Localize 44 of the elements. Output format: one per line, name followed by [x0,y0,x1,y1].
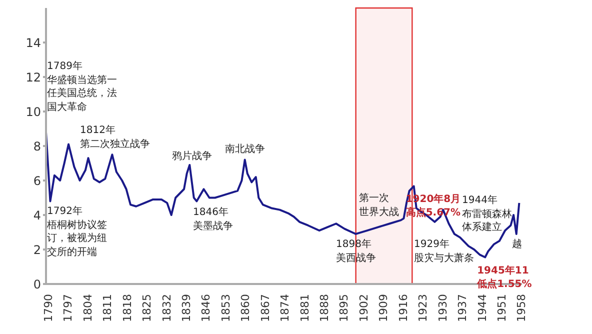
x-tick-label: 1902 [357,294,370,322]
x-tick-label: 1818 [120,294,134,322]
x-tick-label: 1811 [101,294,114,322]
x-tick-label: 1951 [495,294,508,322]
x-tick-label: 1916 [396,294,410,322]
x-tick-label: 1790 [42,294,55,322]
y-tick-label: 0 [33,277,41,292]
annotation: 1846年美墨战争 [193,206,233,233]
annotation: 南北战争 [225,143,265,156]
annotation: 1945年11低点1.55% [476,264,532,290]
x-tick-label: 1895 [338,294,351,322]
y-tick-label: 2 [33,242,41,257]
y-tick-label: 6 [33,174,41,188]
x-tick-label: 1825 [140,294,154,322]
x-tick-label: 1874 [278,294,292,322]
annotation: 鸦片战争 [172,150,212,164]
x-tick-label: 1846 [200,294,213,322]
x-tick-label: 1937 [456,294,470,322]
x-tick-label: 1797 [62,294,75,322]
y-tick-label: 4 [33,208,41,222]
x-tick-label: 1839 [180,294,194,322]
annotation: 1792年梧桐树协议签订，被视为纽交所的开端 [47,205,107,259]
x-tick-label: 1860 [239,294,252,322]
annotation: 1789年华盛顿当选第一任美国总统，法国大革命 [47,60,117,114]
annotation: 越 [512,238,522,252]
annotation: 第一次世界大战 [359,192,399,219]
y-tick-label: 10 [26,104,41,119]
x-tick-label: 1881 [298,294,312,322]
x-tick-label: 1867 [258,294,272,322]
x-tick-label: 1944 [476,294,489,322]
x-tick-label: 1832 [160,294,174,322]
x-tick-label: 1958 [515,294,528,322]
annotation: 1929年股灾与大萧条 [414,238,474,265]
x-tick-label: 1923 [416,294,430,322]
x-tick-label: 1804 [81,294,94,322]
x-tick-label: 1888 [318,294,332,322]
x-tick-label: 1853 [219,294,232,322]
y-tick-label: 12 [26,70,41,84]
x-tick-label: 1930 [436,294,450,322]
annotation: 1812年第二次独立战争 [80,124,150,151]
annotation: 1944年布雷顿森林体系建立 [462,194,512,234]
y-tick-label: 14 [26,36,41,50]
y-tick-label: 8 [33,139,41,154]
x-tick-label: 1909 [377,294,390,322]
